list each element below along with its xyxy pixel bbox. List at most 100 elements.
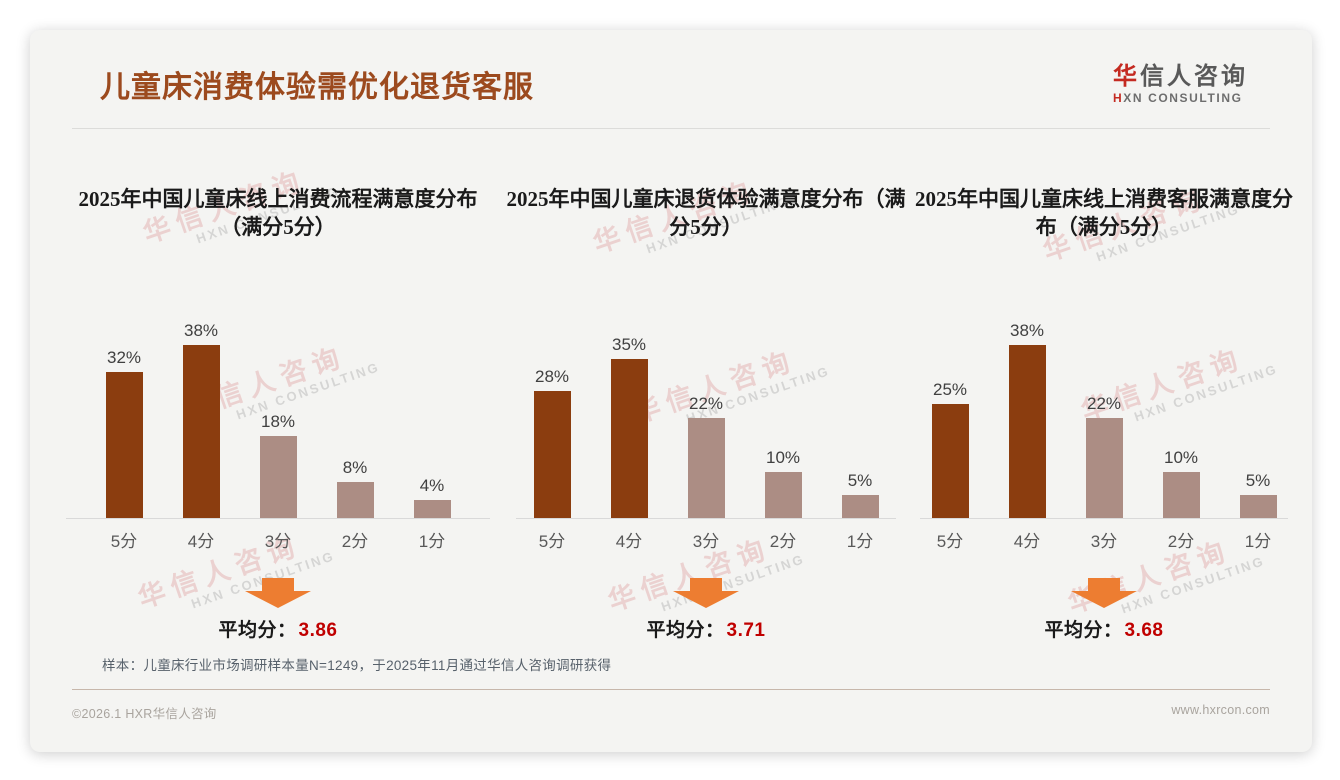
- category-label: 4分: [1013, 532, 1041, 551]
- down-arrow-icon: [673, 578, 739, 608]
- category-label: 2分: [341, 532, 369, 551]
- average-score: 平均分： 3.68: [1045, 615, 1164, 642]
- bar-value-label: 28%: [534, 367, 570, 386]
- category-label: 3分: [692, 532, 720, 551]
- bar-value-label: 4%: [419, 476, 445, 495]
- bar-rect: [259, 436, 297, 518]
- category-label: 3分: [1090, 532, 1118, 551]
- bar-rect: [764, 472, 802, 518]
- down-arrow-icon: [245, 578, 311, 608]
- bar-group: 10%: [1143, 317, 1220, 518]
- page-title: 儿童床消费体验需优化退货客服: [100, 71, 534, 104]
- bar-value-label: 22%: [1086, 394, 1122, 413]
- bar-plot: 25% 38% 22% 10% 5%: [912, 317, 1297, 518]
- chart-title: 2025年中国儿童床退货体验满意度分布（满分5分）: [506, 187, 906, 240]
- chart-return-experience: 2025年中国儿童床退货体验满意度分布（满分5分） 28% 35% 22% 10% 5%…: [504, 129, 908, 642]
- bar-rect: [687, 418, 725, 518]
- bar-value-label: 8%: [342, 458, 368, 477]
- bar-group: 22%: [1066, 317, 1143, 518]
- chart-customer-service: 2025年中国儿童床线上消费客服满意度分布（满分5分） 25% 38% 22% 10%…: [908, 129, 1300, 642]
- chart-title: 2025年中国儿童床线上消费流程满意度分布（满分5分）: [78, 187, 478, 240]
- bar-value-label: 10%: [1163, 448, 1199, 467]
- copyright-text: ©2026.1 HXR华信人咨询: [72, 707, 217, 721]
- average-value: 3.68: [1124, 620, 1164, 641]
- bar-group: 22%: [668, 317, 745, 518]
- bar-rect: [841, 495, 879, 518]
- website-url: www.hxrcon.com: [1171, 703, 1270, 717]
- bar-value-label: 38%: [183, 321, 219, 340]
- x-axis-line: [919, 518, 1289, 519]
- x-axis-categories: 5分 4分 3分 2分 1分: [514, 519, 899, 552]
- bar-plot: 28% 35% 22% 10% 5%: [514, 317, 899, 518]
- bar-group: 28%: [514, 317, 591, 518]
- x-axis-line: [516, 518, 896, 519]
- bar-rect: [413, 500, 451, 518]
- bar-group: 4%: [394, 317, 471, 518]
- down-arrow-icon: [1071, 578, 1137, 608]
- average-label: 平均分：: [1044, 620, 1123, 641]
- category-label: 1分: [1244, 532, 1272, 551]
- bar-group: 38%: [989, 317, 1066, 518]
- bar-rect: [1008, 345, 1046, 518]
- logo-chinese-text: 华信人咨询: [1113, 63, 1248, 90]
- header-divider: [72, 128, 1270, 129]
- chart-title: 2025年中国儿童床线上消费客服满意度分布（满分5分）: [915, 187, 1293, 240]
- category-label: 2分: [1167, 532, 1195, 551]
- bar-value-label: 35%: [611, 335, 647, 354]
- category-label: 2分: [769, 532, 797, 551]
- bar-rect: [931, 404, 969, 518]
- bar-rect: [105, 372, 143, 518]
- bar-group: 25%: [912, 317, 989, 518]
- slide-header: 儿童床消费体验需优化退货客服 华信人咨询 HXN CONSULTING: [30, 30, 1312, 106]
- category-label: 5分: [936, 532, 964, 551]
- bar-value-label: 5%: [847, 471, 873, 490]
- bar-rect: [610, 359, 648, 518]
- sample-note: 样本：儿童床行业市场调研样本量N=1249，于2025年11月通过华信人咨询调研…: [102, 658, 612, 673]
- category-label: 3分: [264, 532, 292, 551]
- bar-group: 8%: [317, 317, 394, 518]
- category-label: 4分: [187, 532, 215, 551]
- average-label: 平均分：: [218, 620, 297, 641]
- category-label: 5分: [110, 532, 138, 551]
- average-value: 3.71: [726, 620, 766, 641]
- bar-group: 10%: [745, 317, 822, 518]
- bar-rect: [533, 391, 571, 518]
- slide-footer: ©2026.1 HXR华信人咨询 www.hxrcon.com: [72, 703, 1270, 722]
- category-label: 4分: [615, 532, 643, 551]
- bar-rect: [1085, 418, 1123, 518]
- bar-rect: [1239, 495, 1277, 518]
- x-axis-categories: 5分 4分 3分 2分 1分: [912, 519, 1297, 552]
- bar-value-label: 32%: [106, 348, 142, 367]
- bar-rect: [336, 482, 374, 518]
- bar-rect: [182, 345, 220, 518]
- chart-online-process: 2025年中国儿童床线上消费流程满意度分布（满分5分） 32% 38% 18% 8% 4…: [52, 129, 504, 642]
- logo-english-text: HXN CONSULTING: [1113, 91, 1243, 106]
- x-axis-line: [65, 518, 491, 519]
- bar-value-label: 25%: [932, 380, 968, 399]
- bar-value-label: 22%: [688, 394, 724, 413]
- company-logo: 华信人咨询 HXN CONSULTING: [1113, 63, 1248, 106]
- bar-group: 38%: [163, 317, 240, 518]
- bar-value-label: 18%: [260, 412, 296, 431]
- bar-value-label: 10%: [765, 448, 801, 467]
- category-label: 1分: [418, 532, 446, 551]
- footer-divider: [72, 689, 1270, 690]
- bar-value-label: 38%: [1009, 321, 1045, 340]
- bar-group: 18%: [240, 317, 317, 518]
- bar-group: 5%: [822, 317, 899, 518]
- x-axis-categories: 5分 4分 3分 2分 1分: [86, 519, 471, 552]
- bar-plot: 32% 38% 18% 8% 4%: [86, 317, 471, 518]
- average-label: 平均分：: [646, 620, 725, 641]
- bar-group: 5%: [1220, 317, 1297, 518]
- category-label: 1分: [846, 532, 874, 551]
- average-score: 平均分： 3.71: [647, 615, 766, 642]
- average-score: 平均分： 3.86: [219, 615, 338, 642]
- bar-value-label: 5%: [1245, 471, 1271, 490]
- average-value: 3.86: [298, 620, 338, 641]
- category-label: 5分: [538, 532, 566, 551]
- slide-card: 华信人咨询 HXN CONSULTING 华信人咨询 HXN CONSULTING 华信…: [30, 30, 1312, 752]
- bar-group: 35%: [591, 317, 668, 518]
- bar-rect: [1162, 472, 1200, 518]
- charts-row: 2025年中国儿童床线上消费流程满意度分布（满分5分） 32% 38% 18% 8% 4…: [30, 129, 1312, 642]
